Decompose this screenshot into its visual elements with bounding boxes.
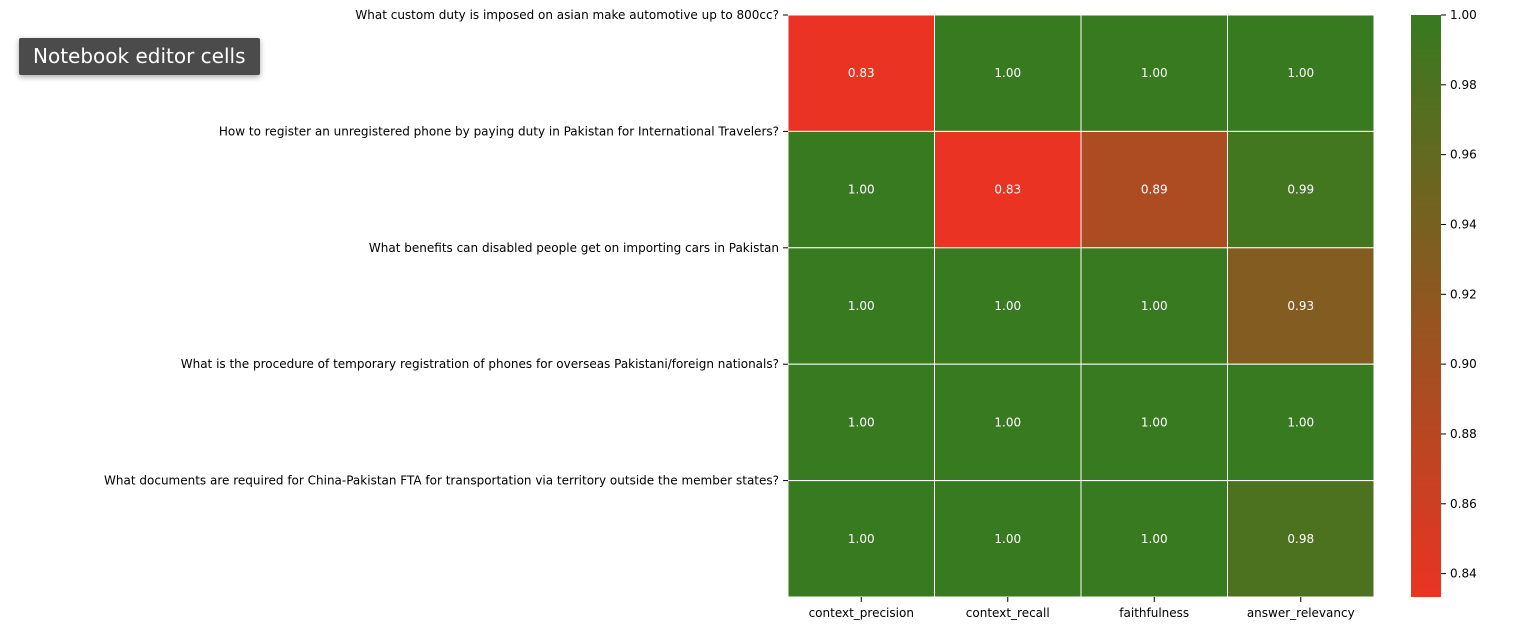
- colorbar-tick-label: 0.98: [1450, 78, 1477, 92]
- heatmap-cell: [1227, 480, 1375, 598]
- colorbar-gradient: [1411, 15, 1441, 597]
- cell-value-label: 1.00: [1287, 66, 1314, 80]
- heatmap-cell: [787, 130, 935, 249]
- cell-value-label: 1.00: [1141, 66, 1168, 80]
- heatmap-cell: [1227, 14, 1375, 132]
- row-label: What documents are required for China-Pa…: [104, 474, 779, 488]
- cell-value-label: 0.89: [1141, 183, 1168, 197]
- colorbar-tick-label: 0.84: [1450, 567, 1477, 581]
- cell-value-label: 1.00: [848, 183, 875, 197]
- heatmap-cell: [934, 480, 1082, 598]
- cell-value-label: 0.99: [1287, 183, 1314, 197]
- heatmap-cell: [1080, 14, 1228, 132]
- heatmap-cell: [787, 480, 935, 598]
- column-label: answer_relevancy: [1247, 606, 1355, 620]
- cell-value-label: 1.00: [994, 532, 1021, 546]
- cell-value-label: 1.00: [1141, 299, 1168, 313]
- heatmap-cell: [787, 363, 935, 482]
- row-label: What benefits can disabled people get on…: [369, 241, 779, 255]
- cell-value-label: 1.00: [848, 299, 875, 313]
- colorbar-tick-label: 0.92: [1450, 287, 1477, 301]
- column-label: context_recall: [966, 606, 1050, 620]
- heatmap-cells: 0.83 1.00 1.00 1.00 1.00 0.83 0.89 0.99 1.00 1.00…: [787, 14, 1375, 598]
- cell-value-label: 1.00: [1287, 415, 1314, 429]
- colorbar-tick-label: 0.90: [1450, 357, 1477, 371]
- heatmap-cell: [1080, 130, 1228, 249]
- row-labels: What custom duty is imposed on asian mak…: [104, 8, 788, 488]
- tooltip-notebook-editor-cells: Notebook editor cells: [19, 38, 260, 75]
- column-label: context_precision: [809, 606, 914, 620]
- heatmap-cell: [934, 363, 1082, 482]
- colorbar: 0.84 0.86 0.88 0.90 0.92 0.94 0.96 0.98 1.00: [1411, 8, 1477, 597]
- heatmap-cell: [934, 130, 1082, 249]
- cell-value-label: 1.00: [994, 299, 1021, 313]
- colorbar-tick-label: 0.94: [1450, 217, 1477, 231]
- heatmap-cell: [1227, 247, 1375, 365]
- cell-value-label: 1.00: [1141, 532, 1168, 546]
- heatmap-cell: [1080, 247, 1228, 365]
- cell-value-label: 1.00: [994, 415, 1021, 429]
- cell-value-label: 1.00: [1141, 415, 1168, 429]
- cell-value-label: 0.93: [1287, 299, 1314, 313]
- column-labels: context_precision context_recall faithfuln…: [809, 597, 1355, 620]
- colorbar-tick-label: 0.86: [1450, 497, 1477, 511]
- cell-value-label: 0.98: [1287, 532, 1314, 546]
- colorbar-tick-label: 1.00: [1450, 8, 1477, 22]
- row-label: How to register an unregistered phone by…: [219, 124, 779, 138]
- cell-value-label: 0.83: [848, 66, 875, 80]
- row-label: What custom duty is imposed on asian mak…: [355, 8, 779, 22]
- cell-value-label: 1.00: [848, 532, 875, 546]
- heatmap-cell: [1227, 130, 1375, 249]
- cell-value-label: 1.00: [848, 415, 875, 429]
- heatmap-cell: [1227, 363, 1375, 482]
- colorbar-tick-label: 0.88: [1450, 427, 1477, 441]
- row-label: What is the procedure of temporary regis…: [181, 357, 779, 371]
- cell-value-label: 1.00: [994, 66, 1021, 80]
- column-label: faithfulness: [1119, 606, 1189, 620]
- heatmap-cell: [934, 247, 1082, 365]
- colorbar-tick-label: 0.96: [1450, 148, 1477, 162]
- cell-value-label: 0.83: [994, 183, 1021, 197]
